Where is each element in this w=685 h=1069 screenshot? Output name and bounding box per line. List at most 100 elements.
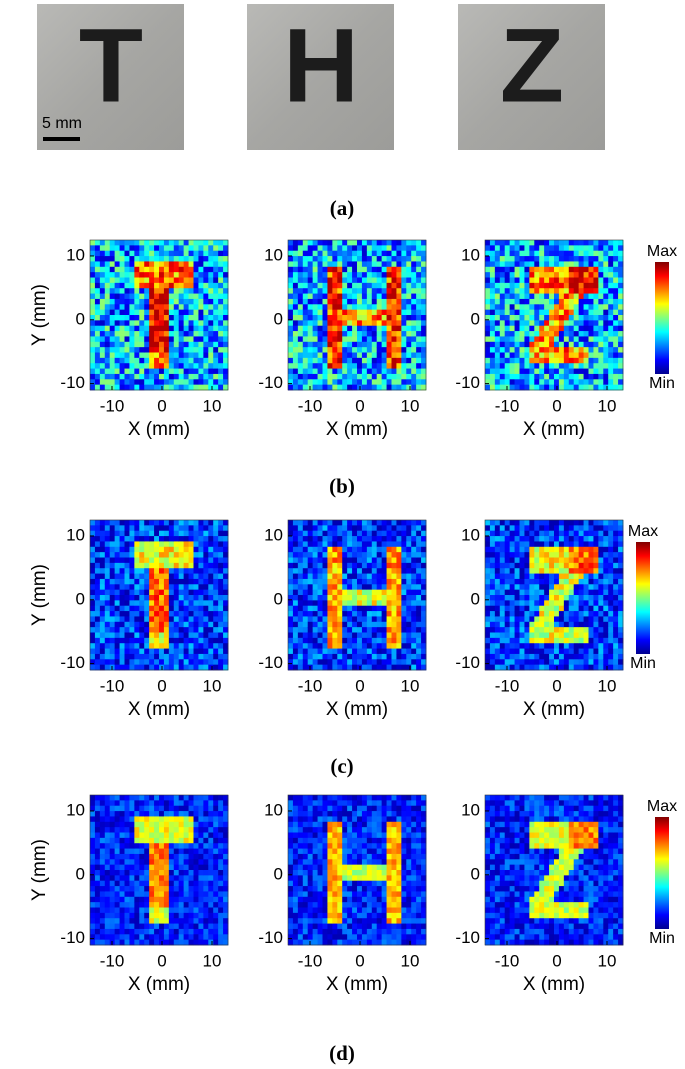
heatmap-cell	[401, 379, 407, 386]
heatmap-cell	[109, 584, 116, 591]
heatmap-cell	[396, 637, 402, 644]
heatmap-cell	[554, 352, 560, 359]
heatmap-cell	[90, 805, 96, 812]
y-tick-label: 10	[264, 245, 283, 264]
heatmap-cell	[554, 573, 560, 580]
heatmap-cell	[494, 525, 501, 532]
heatmap-cell	[357, 648, 363, 655]
heatmap-cell	[322, 256, 328, 262]
heatmap-cell	[396, 520, 402, 526]
heatmap-cell	[519, 250, 525, 257]
heatmap-cell	[183, 272, 189, 278]
heatmap-cell	[603, 659, 609, 666]
heatmap-cell	[94, 800, 101, 807]
heatmap-cell	[198, 363, 204, 369]
heatmap-cell	[173, 309, 180, 316]
heatmap-cell	[218, 304, 224, 311]
heatmap-cell	[139, 272, 145, 278]
heatmap-cell	[396, 293, 402, 300]
heatmap-cell	[144, 600, 150, 607]
heatmap-cell	[361, 282, 368, 289]
heatmap-cell	[159, 293, 165, 300]
heatmap-cell	[327, 584, 333, 591]
heatmap-cell	[292, 632, 299, 639]
heatmap-cell	[302, 573, 309, 580]
heatmap-cell	[529, 240, 535, 246]
heatmap-cell	[613, 568, 619, 574]
heatmap-cell	[114, 282, 120, 289]
heatmap-cell	[104, 902, 111, 908]
heatmap-cell	[598, 520, 604, 526]
heatmap-cell	[485, 595, 491, 601]
heatmap-cell	[198, 336, 204, 343]
heatmap-cell	[588, 648, 594, 655]
heatmap-cell	[549, 336, 555, 343]
heatmap-cell	[154, 541, 160, 548]
heatmap-cell	[568, 379, 575, 386]
heatmap-cell	[357, 562, 363, 569]
x-tick-label: -10	[495, 676, 520, 695]
heatmap-cell	[159, 368, 165, 375]
heatmap-cell	[104, 557, 111, 564]
heatmap-cell	[391, 659, 397, 666]
heatmap-cell	[114, 595, 120, 601]
heatmap-cell	[307, 293, 314, 300]
heatmap-cell	[504, 541, 511, 548]
heatmap-cell	[347, 557, 353, 564]
heatmap-cell	[193, 352, 199, 359]
heatmap-cell	[613, 288, 619, 294]
heatmap-cell	[613, 320, 619, 327]
heatmap-cell	[193, 357, 199, 364]
heatmap-cell	[529, 272, 535, 278]
heatmap-cell	[124, 664, 130, 671]
heatmap-cell	[578, 336, 584, 343]
heatmap-cell	[598, 573, 604, 580]
heatmap-cell	[297, 331, 304, 337]
heatmap-cell	[90, 320, 96, 327]
heatmap-cell	[134, 541, 140, 548]
heatmap-cell	[489, 293, 496, 300]
heatmap-cell	[613, 659, 619, 666]
heatmap-cell	[558, 347, 565, 353]
heatmap-cell	[554, 379, 560, 386]
heatmap-cell	[144, 298, 150, 305]
heatmap-cell	[568, 293, 575, 300]
heatmap-cell	[104, 912, 111, 919]
heatmap-cell	[322, 557, 328, 564]
heatmap-cell	[416, 621, 422, 628]
heatmap-cell	[149, 546, 155, 553]
heatmap-cell	[583, 541, 589, 548]
heatmap-cell	[139, 648, 145, 655]
heatmap-cell	[401, 357, 407, 364]
heatmap-cell	[213, 320, 219, 327]
heatmap-cell	[198, 600, 204, 607]
heatmap-cell	[554, 347, 560, 353]
heatmap-cell	[396, 240, 402, 246]
heatmap-cell	[588, 621, 594, 628]
heatmap-cell	[163, 605, 170, 612]
heatmap-cell	[361, 648, 368, 655]
heatmap-cell	[588, 627, 594, 633]
heatmap-cell	[613, 664, 619, 671]
heatmap-cell	[401, 288, 407, 294]
heatmap-cell	[342, 250, 348, 257]
heatmap-cell	[322, 541, 328, 548]
heatmap-cell	[342, 653, 348, 660]
heatmap-cell	[361, 336, 368, 343]
heatmap-cell	[411, 250, 417, 257]
heatmap-cell	[563, 315, 570, 321]
heatmap-cell	[386, 557, 392, 564]
heatmap-cell	[554, 627, 560, 633]
heatmap-cell	[416, 309, 422, 316]
heatmap-cell	[391, 648, 397, 655]
heatmap-cell	[90, 939, 96, 946]
heatmap-cell	[332, 600, 338, 607]
heatmap-cell	[534, 336, 540, 343]
heatmap-cell	[168, 315, 175, 321]
heatmap-cell	[168, 659, 175, 666]
heatmap-cell	[193, 616, 199, 623]
heatmap-cell	[119, 256, 125, 262]
heatmap-cell	[223, 368, 229, 375]
heatmap-cell	[519, 256, 525, 262]
heatmap-cell	[489, 616, 496, 623]
